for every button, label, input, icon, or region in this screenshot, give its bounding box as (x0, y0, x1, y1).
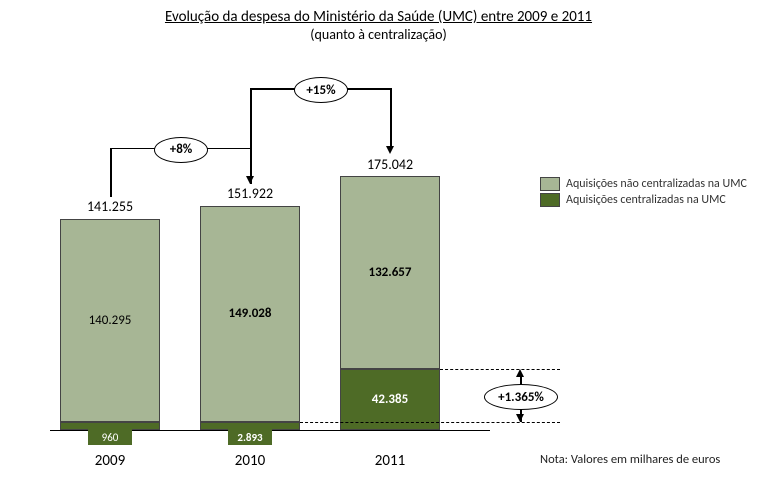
year-label-2011: 2011 (340, 452, 440, 470)
legend-item-non-central: Aquisições não centralizadas na UMC (540, 177, 747, 191)
swatch-non-central (540, 177, 560, 191)
seg-noncentral-2011: 132.657 (340, 176, 440, 368)
legend-label-central: Aquisições centralizadas na UMC (566, 193, 726, 207)
chart-title-block: Evolução da despesa do Ministério da Saú… (0, 8, 757, 43)
legend-item-central: Aquisições centralizadas na UMC (540, 193, 747, 207)
growth-oval: +8% (154, 137, 208, 163)
seg-central-label-2009: 960 (88, 429, 132, 445)
seg-noncentral-2009: 140.295 (60, 219, 160, 422)
total-label-2010: 151.922 (200, 184, 300, 204)
chart-note: Nota: Valores em milhares de euros (540, 452, 720, 467)
chart-title: Evolução da despesa do Ministério da Saú… (0, 8, 757, 26)
seg-central-2011: 42.385 (340, 369, 440, 430)
growth-oval: +15% (294, 77, 348, 103)
year-label-2010: 2010 (200, 452, 300, 470)
year-label-2009: 2009 (60, 452, 160, 470)
swatch-central (540, 193, 560, 207)
total-label-2011: 175.042 (340, 154, 440, 174)
seg-central-label-2010: 2.893 (228, 429, 272, 445)
legend: Aquisições não centralizadas na UMC Aqui… (540, 175, 747, 209)
legend-label-non-central: Aquisições não centralizadas na UMC (566, 177, 747, 191)
seg-noncentral-2010: 149.028 (200, 206, 300, 422)
chart-subtitle: (quanto à centralização) (0, 26, 757, 43)
total-label-2009: 141.255 (60, 197, 160, 217)
growth-central-oval: +1.365% (484, 384, 558, 410)
